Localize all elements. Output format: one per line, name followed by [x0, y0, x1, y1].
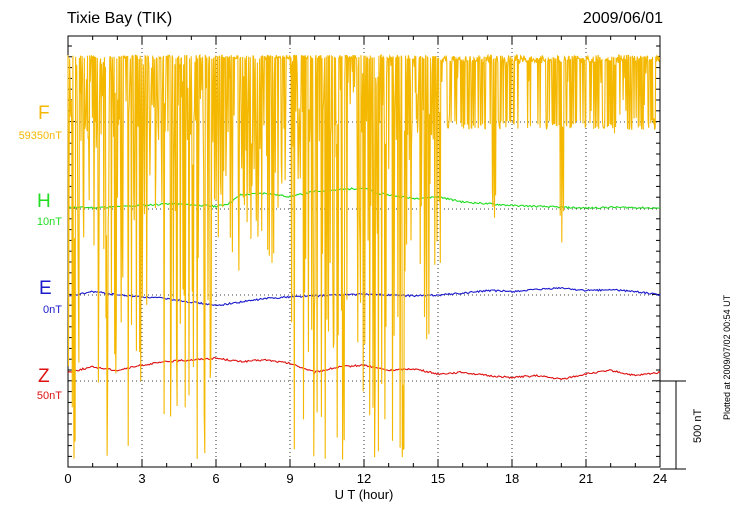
- series-e-line: [68, 286, 661, 307]
- f-label: F: [38, 103, 50, 124]
- x-tick-label: 12: [357, 471, 371, 486]
- plotted-note: Plotted at 2009/07/02 00:54 UT: [722, 294, 730, 420]
- e-baseline: 0nT: [43, 304, 62, 316]
- x-tick-label: 6: [212, 471, 219, 486]
- x-tick-label: 21: [579, 471, 593, 486]
- z-baseline: 50nT: [36, 390, 62, 402]
- e-label: E: [39, 278, 52, 299]
- z-label: Z: [38, 366, 50, 387]
- series-z-line: [67, 356, 661, 381]
- scale-bar-label: 500 nT: [692, 408, 704, 443]
- x-axis-label: U T (hour): [335, 487, 394, 502]
- h-label: H: [37, 191, 51, 212]
- f-baseline: 59350nT: [18, 130, 62, 142]
- h-baseline: 10nT: [36, 216, 62, 228]
- x-tick-label: 3: [138, 471, 145, 486]
- x-tick-label: 0: [64, 471, 71, 486]
- x-tick-label: 15: [431, 471, 445, 486]
- station-title: Tixie Bay (TIK): [67, 10, 173, 27]
- x-tick-label: 18: [505, 471, 519, 486]
- x-tick-label: 24: [653, 471, 667, 486]
- x-tick-label: 9: [286, 471, 293, 486]
- date-title: 2009/06/01: [582, 10, 663, 27]
- series-f-line: [67, 53, 661, 460]
